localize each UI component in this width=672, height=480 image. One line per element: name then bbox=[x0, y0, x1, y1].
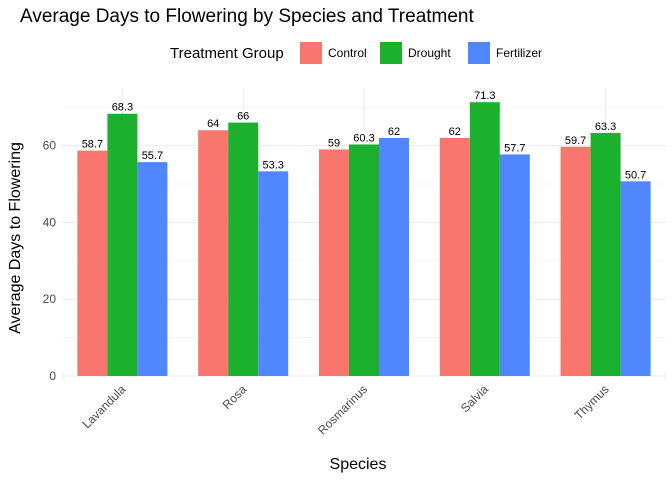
bar-fertilizer-salvia bbox=[499, 154, 530, 376]
legend-title: Treatment Group bbox=[170, 45, 284, 62]
bar-drought-lavandula bbox=[107, 113, 138, 376]
bar-control-lavandula bbox=[77, 150, 108, 376]
y-tick-label: 40 bbox=[43, 215, 57, 229]
bar-fertilizer-thymus bbox=[620, 181, 651, 376]
data-label: 60.3 bbox=[353, 132, 374, 144]
data-label: 59.7 bbox=[565, 135, 586, 147]
data-label: 58.7 bbox=[82, 139, 103, 151]
bar-drought-rosa bbox=[228, 122, 259, 376]
x-axis-title: Species bbox=[330, 456, 387, 473]
bar-drought-rosmarinus bbox=[349, 144, 379, 376]
x-tick-label: Rosmarinus bbox=[315, 382, 370, 437]
bar-drought-thymus bbox=[590, 132, 621, 376]
data-label: 66 bbox=[237, 111, 249, 123]
bars bbox=[77, 102, 651, 376]
legend-swatch-control bbox=[300, 42, 322, 64]
x-tick-label: Rosa bbox=[220, 382, 250, 412]
data-label: 59 bbox=[328, 137, 340, 149]
bar-control-rosa bbox=[198, 130, 229, 376]
y-tick-label: 20 bbox=[43, 292, 57, 306]
bar-fertilizer-rosmarinus bbox=[379, 137, 409, 376]
bar-control-thymus bbox=[560, 146, 591, 376]
x-tick-label: Thymus bbox=[572, 382, 612, 422]
data-label: 55.7 bbox=[142, 150, 163, 162]
bar-control-salvia bbox=[439, 137, 470, 376]
data-label: 62 bbox=[388, 126, 400, 138]
chart-title: Average Days to Flowering by Species and… bbox=[20, 6, 474, 27]
data-label: 68.3 bbox=[112, 102, 133, 114]
data-label: 53.3 bbox=[262, 159, 283, 171]
data-label: 64 bbox=[207, 118, 219, 130]
y-tick-label: 60 bbox=[43, 139, 57, 153]
bar-drought-salvia bbox=[469, 102, 500, 376]
legend-swatch-drought bbox=[380, 42, 402, 64]
y-tick-label: 0 bbox=[49, 369, 56, 383]
x-tick-label: Lavandula bbox=[79, 382, 128, 431]
data-label: 50.7 bbox=[625, 169, 646, 181]
legend-label-drought: Drought bbox=[408, 46, 451, 60]
bar-fertilizer-lavandula bbox=[137, 162, 168, 376]
legend: Treatment Group Control Drought Fertilizer bbox=[170, 42, 542, 64]
data-label: 63.3 bbox=[595, 121, 616, 133]
data-label: 57.7 bbox=[504, 142, 525, 154]
data-labels: 58.7 68.3 55.7 64 66 53.3 59 60.3 62 62 71.3 57.7 59… bbox=[82, 90, 647, 181]
x-tick-label: Salvia bbox=[458, 382, 491, 415]
bar-control-rosmarinus bbox=[319, 149, 349, 376]
y-axis-ticks: 0 20 40 60 bbox=[43, 139, 57, 383]
legend-label-control: Control bbox=[328, 46, 367, 60]
data-label: 62 bbox=[449, 126, 461, 138]
bar-fertilizer-rosa bbox=[258, 171, 289, 376]
y-axis-title: Average Days to Flowering bbox=[7, 142, 24, 334]
legend-swatch-fertilizer bbox=[468, 42, 490, 64]
x-axis-ticks: Lavandula Rosa Rosmarinus Salvia Thymus bbox=[79, 382, 611, 437]
legend-label-fertilizer: Fertilizer bbox=[496, 46, 542, 60]
data-label: 71.3 bbox=[474, 90, 495, 102]
